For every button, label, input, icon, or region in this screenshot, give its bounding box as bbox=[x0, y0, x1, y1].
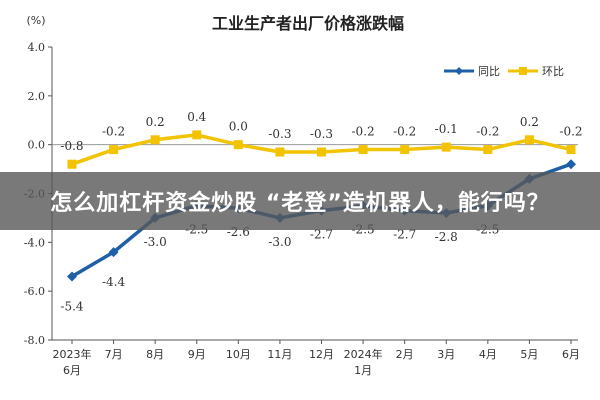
x-tick-label: 9月 bbox=[188, 348, 206, 361]
x-tick-label: 6月 bbox=[562, 348, 580, 361]
data-label-mom: -0.2 bbox=[559, 125, 582, 139]
data-point-mom bbox=[524, 135, 534, 145]
data-label-mom: 0.2 bbox=[146, 115, 165, 129]
y-tick-label: 4.0 bbox=[28, 41, 46, 54]
y-tick-label: -8.0 bbox=[24, 334, 45, 347]
x-tick-label: 12月 bbox=[309, 348, 334, 361]
data-point-mom bbox=[233, 140, 243, 150]
data-label-mom: -0.2 bbox=[352, 125, 375, 139]
legend-swatch-marker bbox=[519, 67, 527, 75]
x-tick-label: 10月 bbox=[226, 348, 251, 361]
data-point-mom bbox=[275, 147, 285, 157]
data-point-mom bbox=[483, 145, 493, 155]
data-label-yoy: -2.8 bbox=[435, 230, 458, 244]
data-point-mom bbox=[566, 145, 576, 155]
legend-label-yoy: 同比 bbox=[478, 65, 500, 78]
data-point-mom bbox=[317, 147, 326, 157]
x-tick-label: 2月 bbox=[396, 348, 414, 361]
x-tick-label: 8月 bbox=[146, 348, 164, 361]
data-point-yoy bbox=[566, 159, 576, 170]
y-tick-label: -4.0 bbox=[24, 236, 45, 249]
data-point-mom bbox=[109, 145, 119, 155]
x-tick-label: 5月 bbox=[520, 348, 538, 361]
y-tick-label: 2.0 bbox=[28, 90, 46, 103]
data-label-mom: 0.2 bbox=[520, 115, 539, 129]
y-axis-unit-label: (%) bbox=[26, 14, 45, 27]
x-tick-label: 11月 bbox=[267, 348, 292, 361]
data-point-mom bbox=[192, 130, 202, 140]
data-label-yoy: -2.7 bbox=[310, 228, 333, 242]
data-label-mom: -0.2 bbox=[102, 125, 125, 139]
data-point-mom bbox=[358, 145, 368, 155]
data-label-yoy: -3.0 bbox=[268, 235, 291, 249]
data-label-mom: -0.2 bbox=[476, 125, 499, 139]
data-point-mom bbox=[67, 159, 77, 169]
x-tick-label: 1月 bbox=[354, 364, 372, 377]
y-tick-label: 0.0 bbox=[28, 139, 46, 152]
data-label-yoy: -5.4 bbox=[60, 300, 84, 314]
y-tick-label: -6.0 bbox=[24, 285, 45, 298]
data-point-mom bbox=[400, 145, 410, 155]
data-point-mom bbox=[150, 135, 160, 145]
data-label-yoy: -4.4 bbox=[102, 275, 126, 289]
data-label-mom: -0.2 bbox=[393, 125, 416, 139]
x-tick-label: 4月 bbox=[479, 348, 497, 361]
headline-banner[interactable]: 怎么加杠杆资金炒股 “老登”造机器人，能行吗？ bbox=[0, 172, 600, 230]
x-tick-label: 2023年 bbox=[53, 347, 92, 361]
data-point-mom bbox=[441, 142, 451, 152]
data-label-mom: -0.3 bbox=[310, 127, 333, 141]
data-label-mom: -0.1 bbox=[435, 122, 458, 136]
x-tick-label: 7月 bbox=[105, 348, 123, 361]
data-label-mom: 0.0 bbox=[229, 120, 248, 134]
x-tick-label: 6月 bbox=[63, 364, 81, 377]
chart-title: 工业生产者出厂价格涨跌幅 bbox=[212, 14, 404, 33]
data-label-mom: 0.4 bbox=[187, 110, 206, 124]
data-label-yoy: -2.7 bbox=[393, 228, 416, 242]
x-tick-label: 3月 bbox=[437, 348, 455, 361]
data-label-mom: -0.8 bbox=[60, 139, 83, 153]
data-label-mom: -0.3 bbox=[268, 127, 291, 141]
data-point-yoy bbox=[67, 271, 77, 282]
legend-swatch-marker bbox=[455, 67, 463, 75]
data-point-yoy bbox=[108, 247, 119, 258]
legend-label-mom: 环比 bbox=[542, 65, 564, 78]
x-tick-label: 2024年 bbox=[344, 347, 383, 361]
data-label-yoy: -3.0 bbox=[144, 235, 167, 249]
